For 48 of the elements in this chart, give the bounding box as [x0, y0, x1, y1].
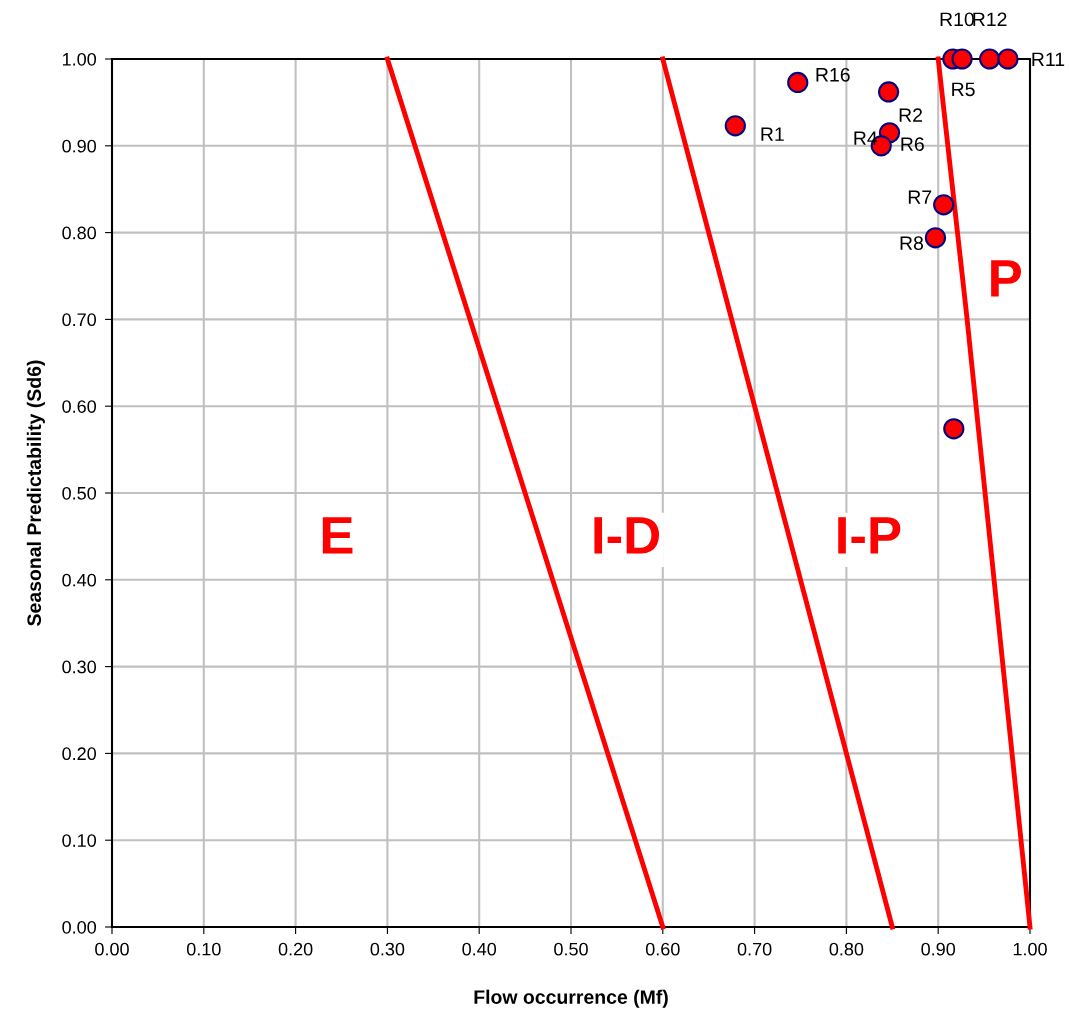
- y-tick-label: 0.90: [62, 139, 97, 153]
- point: [951, 48, 973, 70]
- annotation: R4: [854, 131, 878, 145]
- y-tick-label: 0.70: [62, 313, 97, 327]
- x-tick-label: 0.80: [829, 942, 864, 956]
- x-tick-label: 0.10: [186, 942, 221, 956]
- annotation: R8: [900, 236, 924, 251]
- annotation: R7: [908, 190, 932, 204]
- annotation: E: [322, 517, 353, 554]
- annotation: R6: [901, 137, 924, 152]
- point: [943, 418, 965, 440]
- point: [933, 194, 955, 216]
- annotation: I-P: [838, 517, 901, 554]
- x-tick-label: 0.70: [737, 942, 772, 956]
- point: [878, 81, 900, 103]
- x-tick-label: 0.90: [921, 942, 956, 956]
- annotation: R16: [816, 67, 850, 82]
- y-tick-label: 0.40: [62, 573, 97, 587]
- x-axis-title: Flow occurrence (Mf): [474, 989, 668, 1008]
- annotation: R12: [973, 12, 1007, 27]
- x-tick-label: 0.00: [95, 942, 129, 956]
- point: [979, 48, 1001, 70]
- point: [724, 115, 746, 137]
- y-tick-label: 0.10: [62, 834, 97, 847]
- y-tick-label: 1.00: [62, 52, 97, 66]
- y-tick-label: 0.50: [62, 486, 97, 500]
- y-tick-label: 0.80: [62, 226, 97, 240]
- annotation: R11: [1032, 52, 1065, 67]
- annotation: R5: [952, 82, 975, 97]
- point: [924, 227, 947, 249]
- y-tick-label: 0.60: [62, 400, 97, 413]
- annotation: R10: [940, 12, 974, 27]
- y-tick-label: 0.20: [62, 747, 97, 761]
- x-tick-label: 0.20: [278, 942, 313, 956]
- point: [787, 71, 809, 94]
- annotation: R2: [899, 108, 922, 122]
- annotation: P: [991, 260, 1022, 297]
- y-axis-title: Seasonal Predictability (Sd6): [26, 360, 45, 626]
- y-tick-label: 0.30: [62, 660, 97, 674]
- x-tick-label: 0.30: [370, 942, 405, 956]
- x-tick-label: 1.00: [1013, 942, 1047, 956]
- point: [997, 48, 1019, 70]
- x-tick-label: 0.60: [645, 942, 680, 956]
- x-tick-label: 0.50: [554, 942, 588, 956]
- annotation: I-D: [594, 517, 660, 554]
- annotation: R1: [761, 127, 784, 141]
- y-tick-label: 0.00: [62, 920, 97, 934]
- x-tick-label: 0.40: [462, 942, 497, 956]
